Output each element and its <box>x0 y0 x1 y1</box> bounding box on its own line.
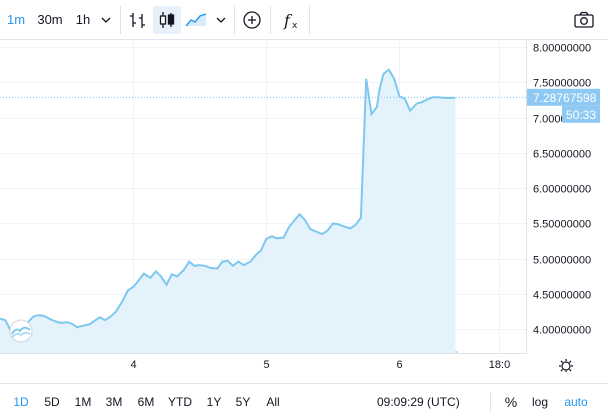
price-tick-label: 4.50000000 <box>533 290 591 302</box>
price-tick-label: 6.50000000 <box>533 149 591 161</box>
camera-icon[interactable] <box>570 6 598 34</box>
auto-scale-button[interactable]: auto <box>564 395 588 409</box>
utc-clock[interactable]: 09:09:29 (UTC) <box>377 395 460 409</box>
price-line <box>0 68 456 335</box>
toolbar-divider <box>120 6 121 34</box>
range-5d-button[interactable]: 5D <box>44 395 60 409</box>
compare-plus-icon[interactable] <box>238 6 266 34</box>
last-price-label: 7.28767598 <box>527 88 600 106</box>
range-6m-button[interactable]: 6M <box>137 395 155 409</box>
price-tick-label: 8.00000000 <box>533 43 591 55</box>
bar-chart-type-icon[interactable] <box>124 6 152 34</box>
range-1y-button[interactable]: 1Y <box>206 395 222 409</box>
last-price-value: 7.28767598 <box>533 91 597 105</box>
chart-type-chevron-down-icon[interactable] <box>211 6 231 34</box>
countdown-value: 50:33 <box>566 108 596 122</box>
time-tick-label: 6 <box>396 359 402 371</box>
interval-1m-button[interactable]: 1m <box>6 12 26 27</box>
price-tick-label: 5.50000000 <box>533 219 591 231</box>
countdown-label: 50:33 <box>562 105 600 123</box>
time-tick-label: 18:0 <box>489 359 510 371</box>
price-tick-label: 6.00000000 <box>533 184 591 196</box>
percent-scale-button[interactable]: % <box>504 394 518 410</box>
toolbar-divider <box>234 6 235 34</box>
countdown-bg <box>562 105 600 123</box>
time-tick-label: 4 <box>130 359 136 371</box>
log-scale-button[interactable]: log <box>531 395 548 409</box>
price-chart[interactable]: 8.000000007.500000007.000000006.50000000… <box>0 40 608 372</box>
price-axis: 8.000000007.500000007.000000006.50000000… <box>533 43 591 337</box>
interval-30m-button[interactable]: 30m <box>37 12 63 27</box>
volume-bar <box>453 350 458 354</box>
price-tick-label: 7.50000000 <box>533 78 591 90</box>
interval-1h-button[interactable]: 1h <box>75 12 91 27</box>
time-axis: 4 5 6 18:0 <box>130 359 510 371</box>
toolbar-divider <box>270 6 271 34</box>
range-ytd-button[interactable]: YTD <box>168 395 192 409</box>
range-1m-button[interactable]: 1M <box>74 395 92 409</box>
interval-chevron-down-icon[interactable] <box>96 6 116 34</box>
range-all-button[interactable]: All <box>266 395 280 409</box>
chart-settings-gear-icon[interactable] <box>559 359 573 372</box>
last-price-bg <box>527 88 600 106</box>
bottom-toolbar: 1D 5D 1M 3M 6M YTD 1Y 5Y All 09:09:29 (U… <box>0 383 608 420</box>
range-3m-button[interactable]: 3M <box>105 395 123 409</box>
bottom-divider <box>490 392 491 412</box>
price-tick-label: 5.00000000 <box>533 255 591 267</box>
price-tick-label: 4.00000000 <box>533 325 591 337</box>
candles-chart-type-icon[interactable] <box>153 6 181 34</box>
price-area-fill <box>0 69 456 354</box>
range-5y-button[interactable]: 5Y <box>235 395 251 409</box>
toolbar-divider <box>309 6 310 34</box>
svg-text:x: x <box>292 21 298 31</box>
indicators-fx-icon[interactable]: f x <box>277 6 305 34</box>
chart-toolbar: 1m 30m 1h f x <box>0 0 608 40</box>
area-chart-type-icon[interactable] <box>182 6 210 34</box>
time-tick-label: 5 <box>263 359 269 371</box>
series-logo-icon <box>9 319 33 343</box>
svg-text:f: f <box>283 11 293 30</box>
range-1d-button[interactable]: 1D <box>13 395 29 409</box>
